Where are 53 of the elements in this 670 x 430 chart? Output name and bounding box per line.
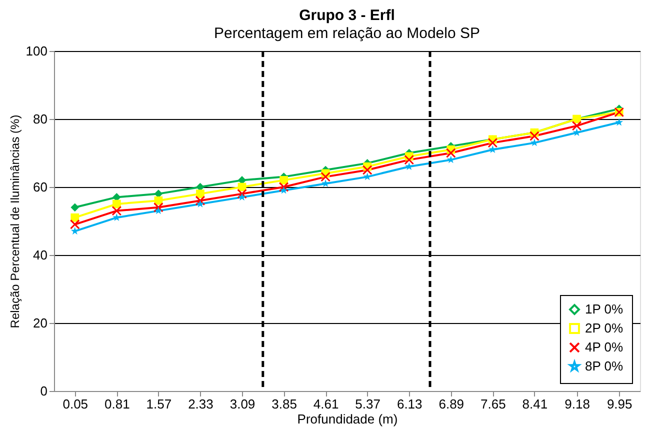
point [322, 179, 330, 187]
y-tick-label: 20 [33, 316, 48, 330]
point [362, 165, 372, 175]
x-tick-label: 6.13 [396, 396, 422, 412]
y-tick-label: 0 [40, 384, 48, 398]
point [572, 120, 582, 131]
legend-label: 8P 0% [585, 358, 624, 374]
point [446, 148, 456, 158]
point [238, 193, 246, 201]
point [404, 154, 414, 165]
point [154, 206, 162, 214]
point [196, 190, 204, 198]
point [615, 118, 624, 126]
chart-subtitle: Percentagem em relação ao Modelo SP [214, 25, 480, 42]
point [195, 196, 206, 206]
point [280, 176, 288, 184]
x-tick-label: 6.89 [438, 396, 464, 412]
y-tick-label: 80 [33, 112, 48, 126]
y-axis-title: Relação Percentual de Iluminâncias (%) [8, 114, 22, 328]
x-tick-label: 3.09 [230, 396, 256, 412]
point [112, 213, 121, 221]
x-axis-title: Profundidade (m) [297, 412, 398, 426]
chart-title: Grupo 3 - Erfl [299, 7, 395, 24]
point [278, 182, 289, 192]
point [154, 202, 164, 212]
x-tick-label: 0.05 [62, 396, 88, 412]
point [530, 131, 540, 141]
point [196, 200, 204, 208]
x-tick-label: 0.81 [104, 396, 130, 412]
point [488, 138, 498, 148]
x-tick-label: 5.37 [355, 396, 380, 412]
x-tick-label: 8.41 [522, 396, 548, 412]
x-tick-label: 9.18 [564, 396, 590, 412]
point [70, 203, 80, 212]
y-tick-label: 40 [33, 248, 48, 262]
point [488, 145, 497, 153]
point [237, 188, 247, 199]
point [280, 186, 288, 194]
legend-label: 2P 0% [585, 320, 624, 336]
legend-label: 4P 0% [585, 340, 624, 354]
point [405, 162, 414, 170]
y-tick-label: 100 [26, 44, 48, 58]
x-tick-label: 3.85 [272, 396, 297, 412]
point [320, 172, 330, 182]
point [112, 206, 122, 216]
point [70, 219, 80, 230]
x-tick-label: 1.57 [146, 396, 172, 412]
x-tick-label: 4.61 [313, 396, 339, 412]
x-tick-label: 9.95 [606, 396, 632, 412]
y-tick-label: 60 [33, 180, 48, 194]
x-tick-label: 7.65 [480, 396, 506, 412]
x-tick-label: 2.33 [188, 396, 214, 412]
legend-label: 1P 0% [585, 302, 624, 316]
